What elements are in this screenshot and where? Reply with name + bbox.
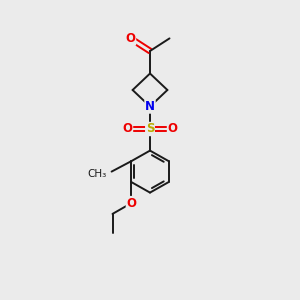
Text: N: N <box>145 100 155 113</box>
Text: O: O <box>122 122 133 136</box>
Text: CH₃: CH₃ <box>87 169 106 179</box>
Text: O: O <box>126 196 136 210</box>
Text: S: S <box>146 122 154 136</box>
Text: O: O <box>125 32 136 45</box>
Text: O: O <box>167 122 178 136</box>
